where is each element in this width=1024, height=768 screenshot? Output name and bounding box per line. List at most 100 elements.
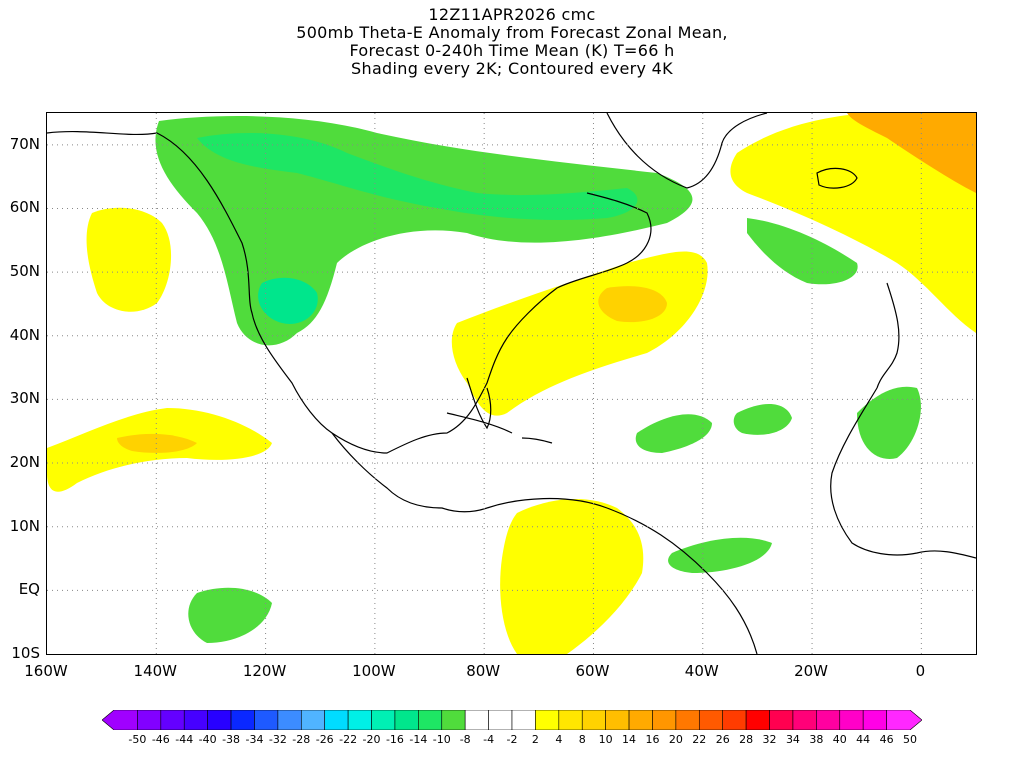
lon-tick-label: 20W xyxy=(794,662,828,680)
coastline-cuba xyxy=(446,412,513,434)
color-scale-label: 40 xyxy=(832,733,847,746)
lat-tick-label: 30N xyxy=(9,389,40,408)
color-scale-label: -14 xyxy=(409,733,428,746)
title-line-4: Shading every 2K; Contoured every 4K xyxy=(351,59,673,78)
positive-anomaly-core-pacific xyxy=(117,433,197,453)
title-line-2: 500mb Theta-E Anomaly from Forecast Zona… xyxy=(296,23,728,42)
color-scale-swatch xyxy=(418,710,443,730)
lat-tick-label: 70N xyxy=(9,134,40,153)
color-scale-swatch xyxy=(277,710,302,730)
color-scale-swatch xyxy=(488,710,513,730)
lat-tick-label: 60N xyxy=(9,198,40,217)
positive-anomaly-core-atlantic xyxy=(598,286,667,323)
color-scale-swatch xyxy=(652,710,677,730)
color-scale-swatch xyxy=(137,710,162,730)
color-scale-swatch xyxy=(605,710,630,730)
lon-tick-label: 0 xyxy=(915,662,926,680)
color-scale-swatch xyxy=(371,710,396,730)
color-scale-label: 10 xyxy=(598,733,613,746)
negative-anomaly-tropical-atlantic-3 xyxy=(668,537,772,573)
color-scale-swatch xyxy=(816,710,841,730)
color-scale-swatch xyxy=(558,710,583,730)
color-scale-swatch xyxy=(628,710,653,730)
color-scale-label: 32 xyxy=(762,733,777,746)
color-scale-swatch xyxy=(464,710,489,730)
coastline-iberia xyxy=(876,282,900,389)
lon-tick-label: 140W xyxy=(133,662,178,680)
color-scale-label: -10 xyxy=(432,733,451,746)
color-scale-label: -20 xyxy=(362,733,381,746)
positive-anomaly-south-america xyxy=(500,498,644,654)
color-scale-swatch xyxy=(722,710,747,730)
color-scale-swatch xyxy=(207,710,232,730)
color-scale-swatch xyxy=(745,710,770,730)
lon-tick-label: 160W xyxy=(24,662,68,680)
color-scale-swatch xyxy=(324,710,349,730)
negative-anomaly-tropical-atlantic-2 xyxy=(733,403,792,435)
color-scale-swatch xyxy=(862,710,887,730)
color-scale-label: 4 xyxy=(555,733,563,746)
color-scale-swatch xyxy=(441,710,466,730)
color-scale-label: -38 xyxy=(222,733,241,746)
color-scale-label: 14 xyxy=(622,733,637,746)
negative-anomaly-south-pacific xyxy=(188,587,272,643)
color-scale-swatch xyxy=(675,710,700,730)
title-line-1: 12Z11APR2026 cmc xyxy=(428,5,596,24)
lat-tick-label: EQ xyxy=(18,580,40,599)
color-scale-label: -50 xyxy=(128,733,147,746)
positive-anomaly-atlantic xyxy=(451,251,708,416)
lon-tick-label: 120W xyxy=(242,662,287,680)
color-scale-label: 46 xyxy=(879,733,894,746)
coastline-central-america xyxy=(331,432,488,513)
negative-anomaly-west-africa xyxy=(857,386,921,459)
color-scale-label: 38 xyxy=(809,733,824,746)
color-scale-swatch xyxy=(769,710,794,730)
positive-anomaly-core-greenland xyxy=(847,113,976,193)
coastline-greenland xyxy=(606,113,768,189)
map-canvas xyxy=(47,113,976,654)
color-scale-label: -32 xyxy=(268,733,287,746)
negative-anomaly-core-canada xyxy=(197,133,638,220)
lat-tick-label: 40N xyxy=(9,325,40,344)
color-scale-label: 16 xyxy=(645,733,660,746)
color-scale-swatch xyxy=(511,710,536,730)
lon-tick-label: 60W xyxy=(575,662,610,680)
coastlines xyxy=(47,113,976,654)
coastline-iceland xyxy=(816,167,858,189)
color-scale-label: -34 xyxy=(245,733,264,746)
title-line-3: Forecast 0-240h Time Mean (K) T=66 h xyxy=(349,41,675,60)
color-scale-label: -40 xyxy=(198,733,217,746)
color-scale-swatch xyxy=(183,710,208,730)
negative-anomaly-core-rockies xyxy=(258,277,318,324)
color-scale-swatch xyxy=(535,710,560,730)
coastline-west-africa xyxy=(830,387,976,559)
color-scale-swatch xyxy=(300,710,326,730)
color-scale-swatch xyxy=(886,710,922,730)
lat-tick-label: 50N xyxy=(9,262,40,281)
lat-lon-grid xyxy=(47,113,976,654)
color-scale-label: -4 xyxy=(483,733,495,746)
color-scale-swatch xyxy=(792,710,817,730)
color-scale-swatch xyxy=(839,710,864,730)
color-scale-label: 20 xyxy=(668,733,683,746)
lat-tick-label: 20N xyxy=(9,453,40,472)
color-scale-swatch xyxy=(254,710,279,730)
color-scale-label: 34 xyxy=(785,733,800,746)
color-scale-swatch xyxy=(102,710,138,730)
color-scale-label: 22 xyxy=(692,733,707,746)
lat-tick-label: 10S xyxy=(11,644,40,662)
color-scale-bar xyxy=(102,710,922,730)
lon-tick-label: 100W xyxy=(352,662,396,680)
coastline-north-america xyxy=(47,130,652,454)
color-scale-label: -16 xyxy=(385,733,404,746)
positive-anomaly-pacific-north xyxy=(86,207,172,312)
negative-anomaly-n-atlantic-band xyxy=(747,218,858,285)
color-scale-label: -26 xyxy=(315,733,334,746)
color-scale-label: -22 xyxy=(339,733,358,746)
coastline-south-america xyxy=(486,497,758,654)
lon-tick-label: 40W xyxy=(684,662,719,680)
color-scale-label: -46 xyxy=(151,733,170,746)
color-scale-label: 26 xyxy=(715,733,730,746)
color-scale-label: 28 xyxy=(739,733,754,746)
color-scale-label: 44 xyxy=(856,733,871,746)
